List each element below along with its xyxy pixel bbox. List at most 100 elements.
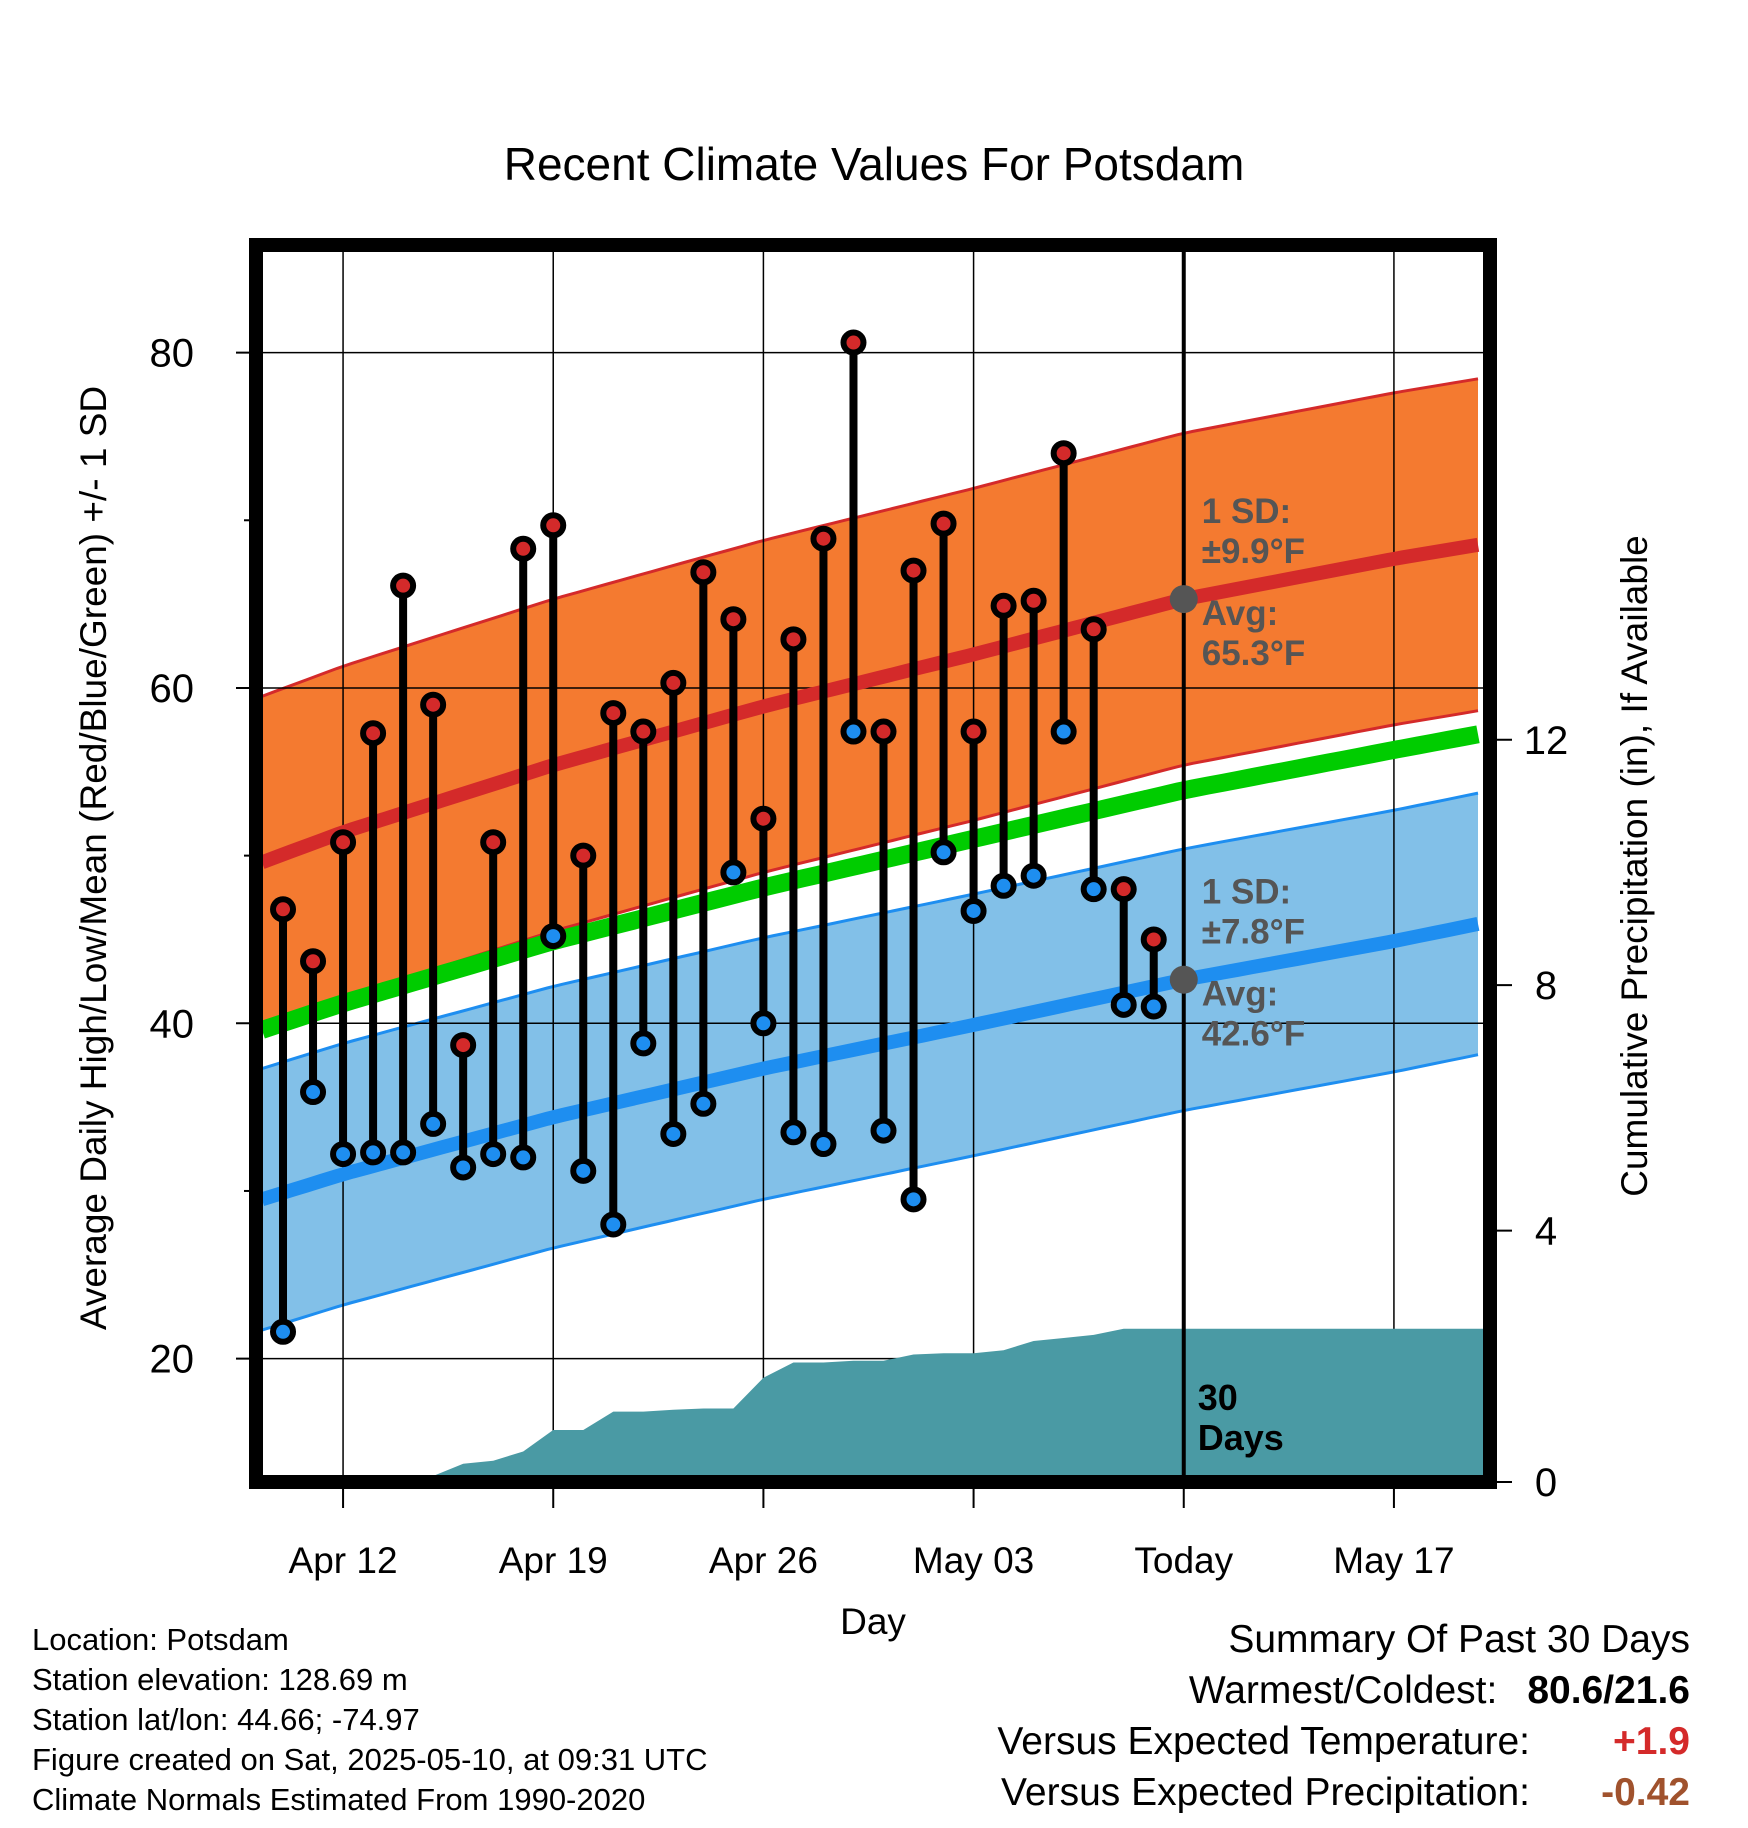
x-tick-label: Apr 12	[289, 1540, 398, 1581]
created-text: Figure created on Sat, 2025-05-10, at 09…	[32, 1742, 708, 1777]
observed-low-point	[570, 1157, 597, 1184]
x-tick-label: Today	[1134, 1540, 1233, 1581]
y2-tick-label: 4	[1535, 1210, 1557, 1254]
observed-high-point	[690, 559, 717, 586]
today-low-avg-marker	[1169, 965, 1198, 994]
warm-cold-value: 80.6/21.6	[1527, 1669, 1690, 1712]
observed-low-point	[360, 1139, 387, 1166]
high-sd-label: 1 SD:	[1202, 492, 1291, 531]
high-normal-line	[262, 537, 1480, 869]
observed-low-point	[750, 1010, 777, 1037]
high-avg-value: 65.3°F	[1202, 634, 1306, 673]
observed-high-point	[510, 535, 537, 562]
observed-high-point	[660, 669, 687, 696]
plot-frame	[249, 238, 1497, 1489]
high-avg-label: Avg:	[1202, 594, 1278, 633]
mean-normal-line	[262, 725, 1480, 1039]
temp-label: Versus Expected Temperature:	[997, 1720, 1530, 1763]
low-sd-lower-edge	[262, 1053, 1479, 1332]
high-sd-upper-edge	[262, 377, 1479, 698]
observed-high-point	[480, 829, 507, 856]
observed-low-point	[330, 1141, 357, 1168]
x-tick-label: Apr 19	[499, 1540, 608, 1581]
elevation-text: Station elevation: 128.69 m	[32, 1662, 408, 1697]
observed-high-point	[990, 592, 1017, 619]
observed-high-point	[780, 626, 807, 653]
low-sd-band	[262, 793, 1478, 1331]
observed-high-point	[960, 718, 987, 745]
observed-high-point	[450, 1032, 477, 1059]
normals-text: Climate Normals Estimated From 1990-2020	[32, 1782, 646, 1817]
chart-title: Recent Climate Values For Potsdam	[504, 138, 1245, 190]
observed-low-point	[810, 1131, 837, 1158]
today-high-avg-marker	[1169, 585, 1198, 614]
observed-low-point	[870, 1117, 897, 1144]
observed-low-point	[960, 897, 987, 924]
observed-low-point	[1050, 718, 1077, 745]
high-sd-value: ±9.9°F	[1202, 532, 1305, 571]
observed-low-point	[630, 1030, 657, 1057]
y-tick-label: 40	[150, 1002, 195, 1046]
latlon-text: Station lat/lon: 44.66; -74.97	[32, 1702, 420, 1737]
observed-low-point	[840, 718, 867, 745]
low-avg-label: Avg:	[1202, 975, 1278, 1014]
observed-high-point	[360, 720, 387, 747]
observed-low-point	[510, 1144, 537, 1171]
precip-label: Versus Expected Precipitation:	[1001, 1771, 1530, 1814]
observed-low-point	[600, 1211, 627, 1238]
observed-high-point	[600, 700, 627, 727]
x-tick-label: May 03	[913, 1540, 1034, 1581]
y-tick-label: 60	[150, 667, 195, 711]
observed-high-point	[930, 510, 957, 537]
observed-high-point	[1020, 587, 1047, 614]
observed-low-point	[930, 839, 957, 866]
observed-high-point	[270, 896, 297, 923]
cumulative-precip-area	[262, 1328, 1484, 1476]
low-sd-label: 1 SD:	[1202, 873, 1291, 912]
observed-high-point	[390, 572, 417, 599]
observed-high-point	[330, 829, 357, 856]
observed-high-point	[300, 948, 327, 975]
y-axis-label: Average Daily High/Low/Mean (Red/Blue/Gr…	[73, 386, 114, 1330]
observed-high-point	[810, 525, 837, 552]
observed-low-point	[900, 1186, 927, 1213]
observed-high-point	[720, 606, 747, 633]
y2-tick-label: 12	[1524, 719, 1569, 763]
observed-low-point	[720, 859, 747, 886]
warm-cold-label: Warmest/Coldest:	[1188, 1669, 1498, 1712]
normals-bands	[262, 377, 1479, 1332]
x-tick-label: May 17	[1333, 1540, 1454, 1581]
x-tick-label: Apr 26	[709, 1540, 818, 1581]
low-avg-value: 42.6°F	[1202, 1015, 1306, 1054]
observed-high-point	[1080, 616, 1107, 643]
observed-high-point	[420, 691, 447, 718]
observed-low-point	[480, 1141, 507, 1168]
observed-low-point	[540, 923, 567, 950]
observed-low-point	[780, 1119, 807, 1146]
days-number: 30	[1198, 1377, 1238, 1418]
low-sd-upper-edge	[262, 791, 1479, 1071]
location-text: Location: Potsdam	[32, 1622, 289, 1657]
observed-low-point	[660, 1120, 687, 1147]
observed-low-point	[270, 1318, 297, 1345]
observed-low-point	[420, 1110, 447, 1137]
precip-value: -0.42	[1601, 1771, 1690, 1814]
observed-high-point	[570, 842, 597, 869]
y-tick-label: 80	[150, 332, 195, 376]
days-word: Days	[1198, 1417, 1284, 1458]
summary-title: Summary Of Past 30 Days	[1228, 1618, 1690, 1661]
observed-high-point	[750, 805, 777, 832]
y2-tick-label: 8	[1535, 964, 1557, 1008]
observed-high-point	[630, 718, 657, 745]
y2-tick-label: 0	[1535, 1461, 1557, 1505]
observed-low-point	[390, 1139, 417, 1166]
y2-axis-label: Cumulative Precipitation (in), If Availa…	[1614, 535, 1655, 1197]
station-info: Location: Potsdam Station elevation: 128…	[32, 1620, 708, 1820]
observed-high-point	[900, 557, 927, 584]
high-sd-band	[262, 378, 1478, 1029]
summary-temp-row: Versus Expected Temperature: +1.9	[790, 1716, 1690, 1767]
observed-low-point	[990, 872, 1017, 899]
axes: 20 40 60 80 0 4 8 12 Apr 12 Apr 19 Apr 26 May 03 Tod…	[150, 332, 1569, 1581]
observed-high-point	[1140, 926, 1167, 953]
